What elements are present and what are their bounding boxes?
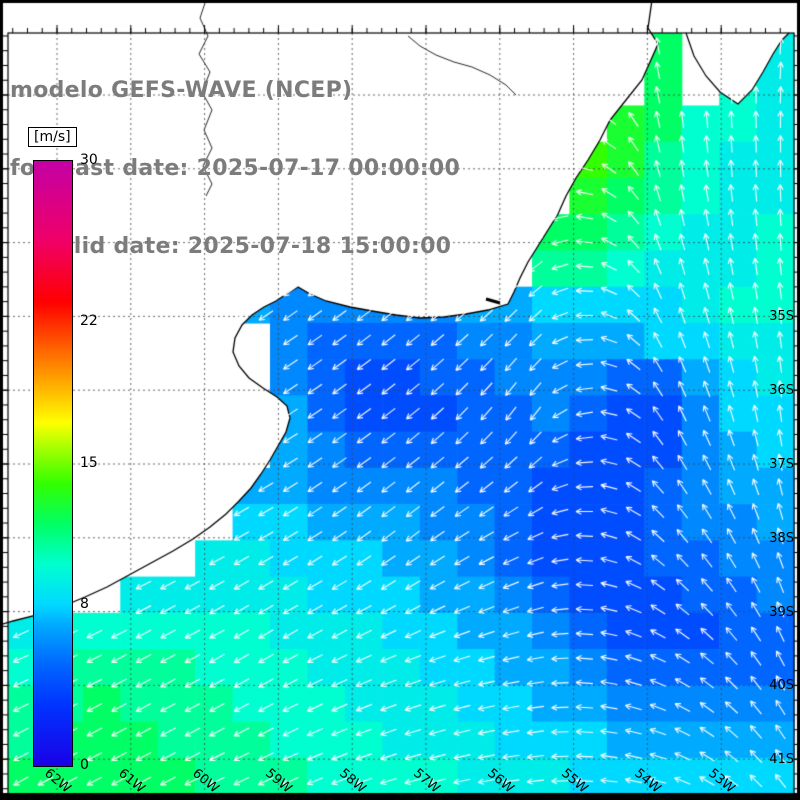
lat-label: 36S: [769, 383, 794, 398]
lat-label: 35S: [769, 309, 794, 324]
lat-label: 38S: [769, 531, 794, 546]
lat-label: 41S: [769, 752, 794, 767]
forecast-date: forecast date: 2025-07-17 00:00:00: [10, 156, 461, 181]
colorbar-gradient: [33, 160, 73, 767]
colorbar-tick-label: 8: [80, 595, 89, 612]
colorbar-unit-label: [m/s]: [28, 127, 77, 147]
lat-label: 39S: [769, 605, 794, 620]
colorbar-tick-label: 30: [80, 152, 98, 168]
lat-label: 37S: [769, 457, 794, 472]
colorbar-tick-label: 15: [80, 454, 98, 471]
colorbar-tick-label: 0: [80, 757, 89, 773]
lat-label: 40S: [769, 678, 794, 693]
model-name: modelo GEFS-WAVE (NCEP): [10, 78, 353, 103]
title-block: modelo GEFS-WAVE (NCEP) forecast date: 2…: [10, 26, 460, 312]
valid-date: valid date: 2025-07-18 15:00:00: [44, 234, 452, 259]
colorbar-tick-label: 22: [80, 313, 98, 330]
